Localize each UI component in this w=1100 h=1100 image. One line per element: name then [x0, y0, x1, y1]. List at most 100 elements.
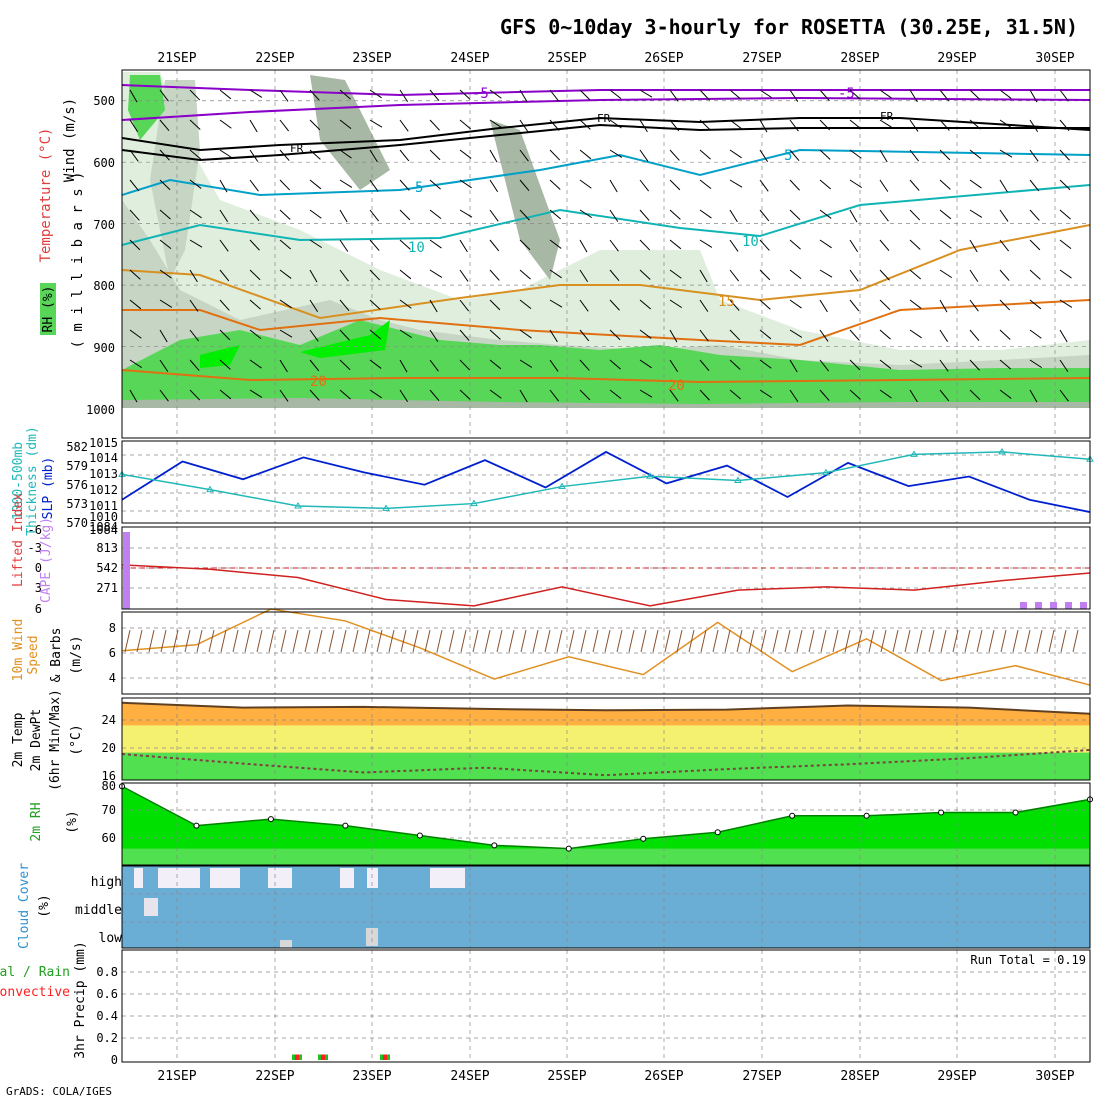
panel-frame-wind	[121, 611, 1091, 695]
precip-label-2: Convective	[0, 985, 70, 1000]
wind-barb	[759, 119, 768, 133]
wind-barb	[939, 329, 949, 343]
wind10-barb	[208, 629, 215, 653]
thickness-line	[121, 451, 1091, 510]
thickness-tick: 573	[66, 497, 88, 511]
wind-barb	[1059, 149, 1070, 161]
wind-barb	[579, 359, 590, 371]
wind10-barb	[256, 629, 263, 653]
wind-barb	[669, 329, 678, 343]
wind-barb	[189, 89, 201, 101]
wind-barb	[219, 179, 228, 193]
cape-bar	[1035, 602, 1042, 609]
wind-barb	[219, 119, 232, 129]
contour-label-fr-1: FR	[290, 142, 304, 155]
panel-frame-precip	[121, 949, 1091, 1063]
wind-barb	[309, 209, 322, 219]
wind-barb	[639, 389, 653, 398]
wind-tick: 4	[109, 671, 116, 685]
wind-barb	[909, 389, 918, 403]
wind-barb	[609, 89, 622, 100]
wind10-barb	[172, 629, 179, 653]
wind10-barb	[1036, 629, 1043, 653]
wind10-barb	[472, 629, 479, 653]
rh-bright-1	[200, 345, 240, 368]
date-label-bottom: 26SEP	[644, 1069, 683, 1084]
wind-barb	[699, 299, 709, 312]
cape-tick: 813	[96, 541, 118, 555]
wind10-barb	[1048, 629, 1055, 653]
wind-barb	[699, 359, 710, 372]
wind-barb	[819, 329, 829, 342]
wind10-barb	[832, 629, 839, 653]
wind-barb	[759, 389, 773, 399]
wind-barb	[159, 389, 169, 402]
wind-barb	[909, 119, 919, 132]
contour-label-fr-2: FR	[597, 112, 611, 125]
thickness-marker	[910, 450, 918, 457]
wind10-barb	[700, 629, 707, 653]
thickness-marker	[558, 482, 566, 490]
wind-barb	[849, 209, 858, 223]
li-tick: 6	[35, 602, 42, 616]
wind10-barb	[184, 629, 191, 653]
wind-barb	[189, 149, 202, 160]
wind-barb	[1029, 179, 1040, 192]
wind-barb	[579, 119, 591, 130]
date-label-bottom: 28SEP	[840, 1069, 879, 1084]
wind-barb	[849, 389, 861, 400]
wind-barb	[519, 299, 532, 310]
wind-barb	[249, 239, 260, 251]
wind-barb	[819, 179, 832, 190]
wind-barb	[369, 119, 383, 128]
cape-bar	[1080, 602, 1087, 609]
thickness-marker	[822, 468, 830, 476]
panel-frame-cloud	[121, 865, 1091, 949]
wind-barb	[249, 119, 258, 133]
rh-legend-swatch	[40, 283, 56, 335]
wind10-barb	[712, 629, 719, 653]
wind-barb	[129, 209, 140, 221]
cloud-unit: (%)	[37, 894, 52, 917]
wind-barb	[879, 269, 890, 281]
wind-barb	[759, 239, 770, 251]
wind-barb	[369, 359, 382, 369]
wind-barb	[1029, 209, 1040, 221]
wind-barb	[249, 359, 262, 369]
wind-barb	[369, 389, 382, 399]
wind-barb	[879, 329, 891, 340]
wind10-barb	[592, 629, 599, 653]
pressure-tick: 900	[93, 341, 115, 355]
wind-barb	[909, 329, 922, 339]
wind10-barb	[496, 629, 503, 653]
wind-barb	[759, 269, 771, 281]
rh2m-point	[938, 809, 945, 816]
date-label-top: 27SEP	[742, 51, 781, 66]
date-label-top: 21SEP	[157, 51, 196, 66]
wind10-barb	[904, 629, 911, 653]
wind-barb	[189, 269, 198, 283]
wind-barb	[159, 89, 169, 102]
cape-bar	[1065, 602, 1072, 609]
slp-tick: 1012	[89, 483, 118, 497]
wind-barb	[969, 299, 979, 312]
footer-credit: GrADS: COLA/IGES	[6, 1085, 112, 1098]
rh-green-top	[128, 75, 165, 140]
wind-barb	[969, 149, 982, 160]
wind-barb	[789, 149, 800, 162]
wind-barb	[669, 299, 683, 309]
wind-barb	[249, 269, 261, 281]
wind-barb	[219, 209, 229, 223]
precip-conv-bar	[295, 1054, 299, 1060]
wind-axis-label: Wind (m/s)	[62, 98, 78, 182]
wind-barb	[519, 179, 530, 192]
wind-barb	[669, 209, 681, 220]
contour-label-5-a: 5	[415, 180, 423, 196]
wind10-barb	[688, 629, 695, 653]
wind-barb	[189, 179, 202, 189]
date-label-bottom: 21SEP	[157, 1069, 196, 1084]
cloud-high-bar	[210, 868, 240, 888]
wind-barb	[729, 179, 743, 188]
wind-barb	[429, 239, 442, 249]
li-tick: -3	[28, 541, 42, 555]
